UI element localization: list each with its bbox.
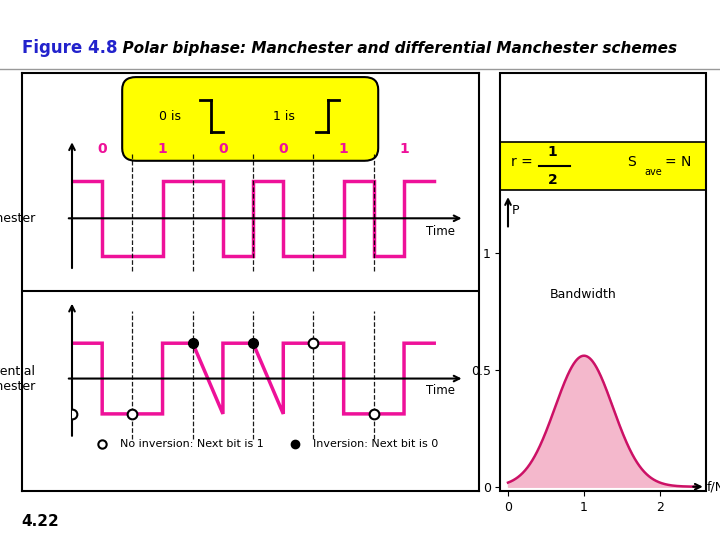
Text: = N: = N: [665, 155, 691, 169]
Text: 2: 2: [548, 173, 557, 187]
Text: 4.22: 4.22: [22, 514, 59, 529]
Text: Time: Time: [426, 225, 455, 238]
Text: ave: ave: [644, 167, 662, 177]
Text: Figure 4.8: Figure 4.8: [22, 39, 117, 57]
Text: 1 is: 1 is: [273, 110, 295, 123]
Text: 1: 1: [339, 142, 348, 156]
Text: 1: 1: [399, 142, 409, 156]
Text: Time: Time: [426, 384, 455, 397]
Text: r =: r =: [510, 155, 537, 169]
Text: Manchester: Manchester: [0, 212, 36, 225]
Text: 0 is: 0 is: [158, 110, 181, 123]
FancyBboxPatch shape: [122, 77, 378, 161]
Text: Polar biphase: Manchester and differential Manchester schemes: Polar biphase: Manchester and differenti…: [112, 40, 677, 56]
Text: 1: 1: [548, 145, 557, 159]
Text: Inversion: Next bit is 0: Inversion: Next bit is 0: [313, 439, 438, 449]
Text: No inversion: Next bit is 1: No inversion: Next bit is 1: [120, 439, 264, 449]
Text: Bandwidth: Bandwidth: [550, 288, 616, 301]
Text: 1: 1: [158, 142, 168, 156]
Text: P: P: [512, 204, 519, 217]
Text: 0: 0: [279, 142, 288, 156]
Text: Differential
Manchester: Differential Manchester: [0, 364, 36, 393]
Text: 0: 0: [97, 142, 107, 156]
Text: S: S: [628, 155, 636, 169]
Text: 0: 0: [218, 142, 228, 156]
Text: f/N: f/N: [707, 480, 720, 493]
